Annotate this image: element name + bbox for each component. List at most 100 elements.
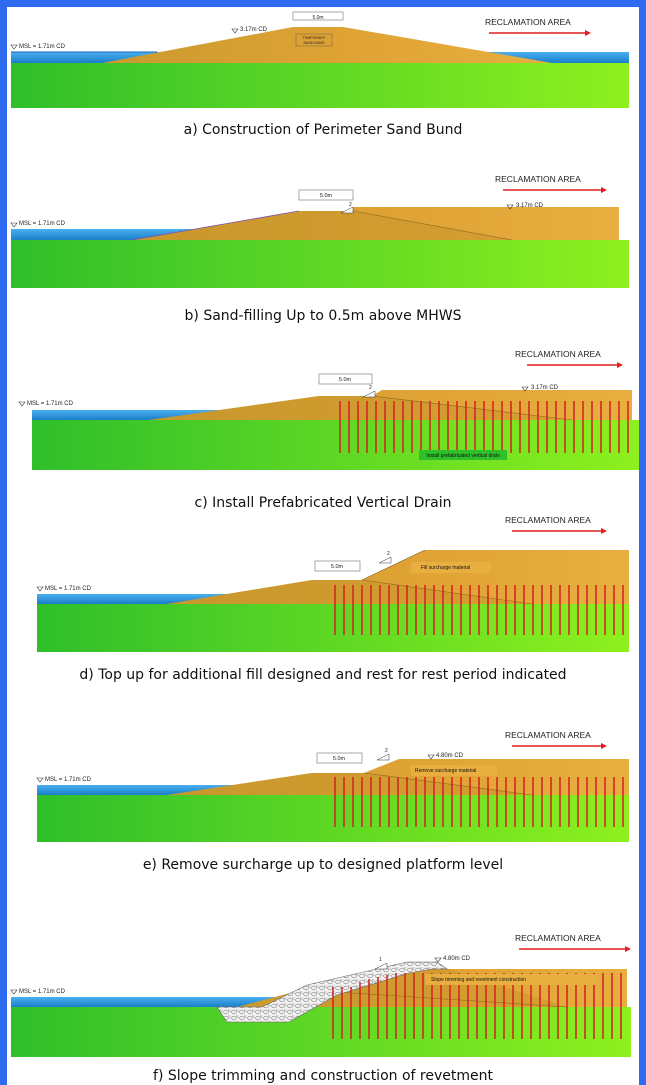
level-marker-icon [434,957,442,963]
slope-label: 2 [385,748,388,754]
bund-slope-line [336,991,568,1008]
remove-note: Remove surcharge material [415,768,476,774]
area-arrowhead-icon [601,528,607,534]
remove-note-box [411,765,497,776]
bund-outline [131,210,300,241]
level-label: 3.17m CD [516,203,544,209]
bund-note-line2: SAND BUND [303,41,325,45]
slope-label: 1 [379,957,382,963]
panel-c: Install prefabricated vertical drain 5.0… [18,349,639,470]
surcharge-note: Fill surcharge material [421,565,470,571]
top-width-label: 5.0m [312,15,323,21]
top-width-label: 5.0m [333,756,346,762]
caption-b: b) Sand-filling Up to 0.5m above MHWS [185,308,462,324]
ground-layer [11,1007,631,1057]
revetment-note: Slope trimming and revetment constructio… [431,977,526,983]
top-width-dimension [292,11,344,21]
msl-marker-icon [10,989,18,995]
top-width-dimension [298,189,354,201]
caption-f: f) Slope trimming and construction of re… [153,1068,493,1084]
bund-core [167,773,532,795]
area-label: RECLAMATION AREA [515,349,601,359]
top-width-dimension [314,560,361,572]
msl-label: MSL = 1.71m CD [19,44,66,50]
rock-revetment [216,961,448,1023]
area-label: RECLAMATION AREA [515,933,601,943]
surcharge-note-box [411,562,491,573]
panel-d: Fill surcharge material 5.0m 2 MSL = 1.7… [36,515,629,652]
top-width-label: 5.0m [331,564,344,570]
slope-indicator-icon [362,390,376,398]
area-arrowhead-icon [625,946,631,952]
area-label: RECLAMATION AREA [505,515,591,525]
surcharge-outline [361,549,426,581]
caption-d: d) Top up for additional fill designed a… [79,667,567,683]
msl-marker-icon [18,401,26,407]
ground-layer [37,604,629,652]
msl-label: MSL = 1.71m CD [45,777,92,783]
slope-indicator-icon [378,556,392,564]
drain-note-box [419,450,507,460]
panel-f: Slope trimming and revetment constructio… [10,933,631,1057]
msl-label: MSL = 1.71m CD [45,586,92,592]
bund-core [132,211,512,240]
sand-bund [102,27,552,63]
caption-d-wrap: d) Top up for additional fill designed a… [79,667,567,683]
revetment-note-box [425,974,595,985]
msl-marker-icon [36,586,44,592]
slope-label: 2 [349,202,352,208]
caption-c: c) Install Prefabricated Vertical Drain [195,495,452,511]
diagram-canvas: 5.0m 3.17m CD TEMPORARY SAND BUND MSL = … [10,11,639,1084]
vertical-drains [339,401,629,453]
bund-note: TEMPORARY [303,36,326,40]
drain-note: Install prefabricated vertical drain [426,453,500,459]
level-label: 3.17m CD [240,27,268,33]
slope-label: 2 [369,385,372,391]
vertical-drains [334,585,624,635]
ground-layer [32,420,639,470]
slope-label: 2 [387,551,390,557]
caption-a: a) Construction of Perimeter Sand Bund [184,122,463,138]
bund-note-box [295,33,333,47]
area-label: RECLAMATION AREA [505,730,591,740]
msl-label: MSL = 1.71m CD [27,401,74,407]
slope-indicator-icon [376,753,390,761]
ground-layer [37,795,629,842]
area-arrowhead-icon [617,362,623,368]
diagram-sheet: 5.0m 3.17m CD TEMPORARY SAND BUND MSL = … [7,7,639,1085]
area-label: RECLAMATION AREA [485,17,571,27]
ground-layer [11,63,629,108]
area-arrowhead-icon [585,30,591,36]
ground-layer [11,240,629,288]
level-marker-icon [427,754,435,760]
msl-marker-icon [10,222,18,228]
top-width-dimension [318,373,373,385]
panel-b: 5.0m 2 3.17m CD MSL = 1.71m CD RECLAMATI… [10,174,629,288]
slope-indicator-icon [340,206,354,214]
vertical-drains [334,777,624,827]
msl-label: MSL = 1.71m CD [19,221,66,227]
msl-label: MSL = 1.71m CD [19,989,66,995]
area-arrowhead-icon [601,187,607,193]
caption-e: e) Remove surcharge up to designed platf… [143,857,503,873]
top-width-dimension [316,752,363,764]
top-width-label: 5.0m [320,193,333,199]
level-label: 4.80m CD [443,956,471,962]
area-label: RECLAMATION AREA [495,174,581,184]
msl-marker-icon [10,44,18,50]
panel-e: Remove surcharge material 5.0m 2 4.80m C… [36,730,629,842]
top-width-label: 5.0m [339,377,352,383]
area-arrowhead-icon [601,743,607,749]
msl-marker-icon [36,777,44,783]
bund-slope-line [361,579,533,605]
panel-a: 5.0m 3.17m CD TEMPORARY SAND BUND MSL = … [10,11,629,108]
level-marker-icon [231,28,239,34]
level-label: 4.80m CD [436,753,464,759]
slope-indicator-icon [374,962,388,970]
level-marker-icon [521,386,529,392]
level-marker-icon [506,204,514,210]
bund-slope-line [363,772,533,796]
level-label: 3.17m CD [531,385,559,391]
bund-slope-line [352,210,513,241]
bund-core [167,580,532,604]
